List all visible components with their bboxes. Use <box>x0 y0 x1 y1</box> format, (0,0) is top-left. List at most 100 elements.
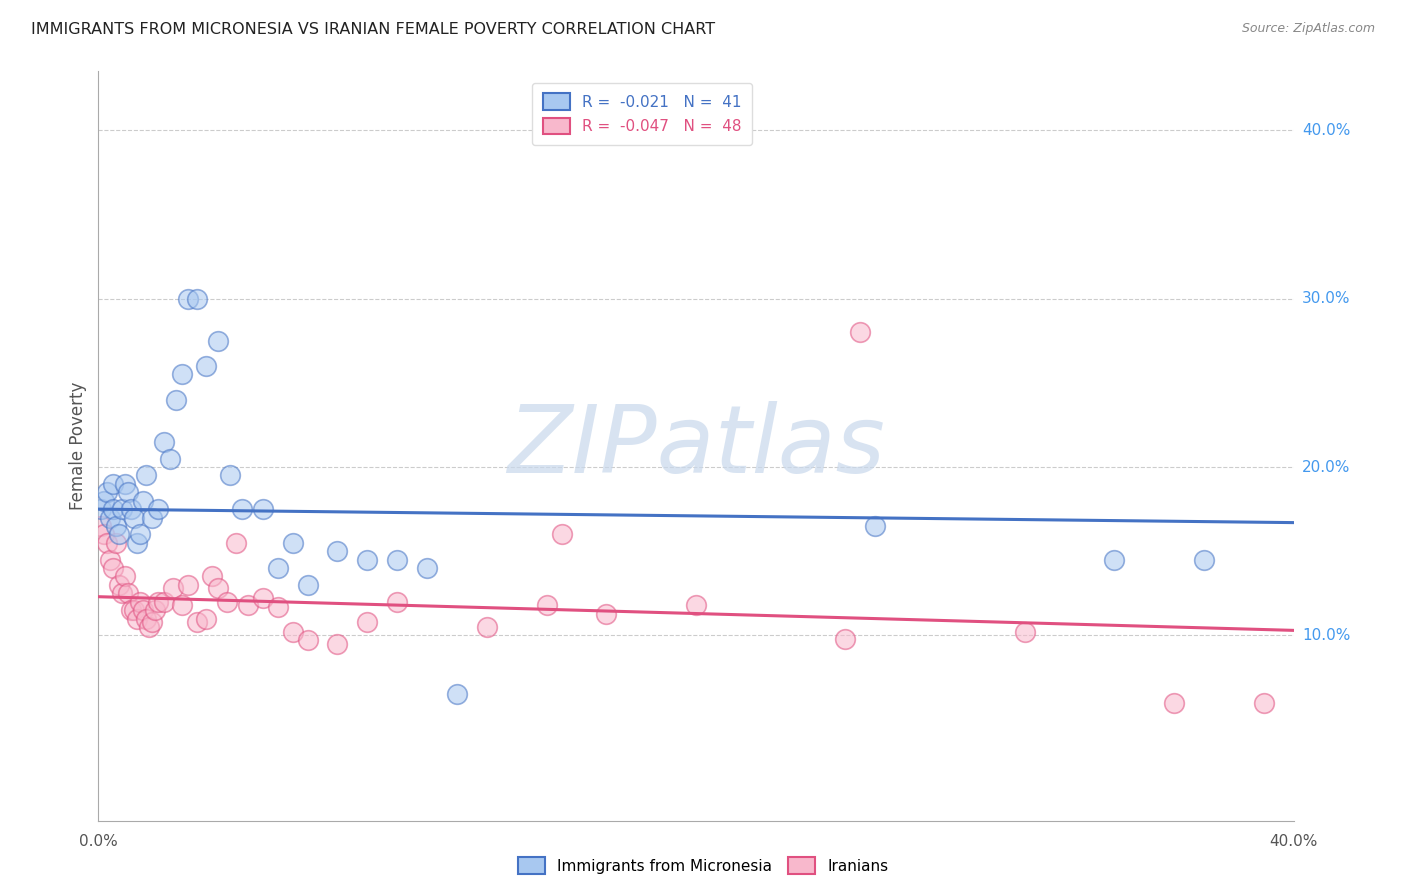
Point <box>195 359 218 373</box>
Point <box>103 502 125 516</box>
Point <box>108 527 131 541</box>
Point <box>105 519 128 533</box>
Text: 0.0%: 0.0% <box>79 834 118 849</box>
Point <box>114 476 136 491</box>
Point <box>153 434 176 449</box>
Point <box>177 292 200 306</box>
Point <box>114 569 136 583</box>
Point <box>685 598 707 612</box>
Point <box>138 620 160 634</box>
Point <box>446 687 468 701</box>
Point <box>141 615 163 629</box>
Point <box>326 544 349 558</box>
Point <box>207 582 229 596</box>
Text: 40.0%: 40.0% <box>1270 834 1317 849</box>
Point <box>416 561 439 575</box>
Point <box>141 510 163 524</box>
Point <box>281 536 304 550</box>
Point <box>117 485 139 500</box>
Point <box>595 607 617 621</box>
Y-axis label: Female Poverty: Female Poverty <box>69 382 87 510</box>
Point <box>385 595 409 609</box>
Point <box>865 519 887 533</box>
Point <box>135 611 157 625</box>
Point <box>252 591 274 606</box>
Point <box>297 578 319 592</box>
Point <box>90 502 112 516</box>
Point <box>129 527 152 541</box>
Point <box>124 603 146 617</box>
Point <box>120 502 142 516</box>
Point <box>219 468 242 483</box>
Point <box>207 334 229 348</box>
Point <box>177 578 200 592</box>
Point <box>1253 696 1275 710</box>
Point <box>236 598 259 612</box>
Point <box>96 536 118 550</box>
Point <box>159 451 181 466</box>
Point <box>225 536 247 550</box>
Point <box>127 611 149 625</box>
Point <box>1192 552 1215 566</box>
Point <box>124 510 146 524</box>
Point <box>105 536 128 550</box>
Point <box>111 586 134 600</box>
Point <box>385 552 409 566</box>
Point <box>281 625 304 640</box>
Legend: Immigrants from Micronesia, Iranians: Immigrants from Micronesia, Iranians <box>512 851 894 880</box>
Point <box>98 510 122 524</box>
Point <box>1163 696 1185 710</box>
Point <box>536 598 558 612</box>
Point <box>117 586 139 600</box>
Point <box>103 476 125 491</box>
Point <box>132 493 155 508</box>
Text: 20.0%: 20.0% <box>1302 459 1350 475</box>
Point <box>129 595 152 609</box>
Point <box>143 603 166 617</box>
Point <box>356 552 378 566</box>
Point <box>186 615 208 629</box>
Point <box>120 603 142 617</box>
Point <box>108 578 131 592</box>
Point <box>132 603 155 617</box>
Point <box>93 493 115 508</box>
Point <box>252 502 274 516</box>
Point <box>162 582 184 596</box>
Point <box>148 595 170 609</box>
Point <box>267 599 290 614</box>
Text: 30.0%: 30.0% <box>1302 291 1350 306</box>
Point <box>98 552 122 566</box>
Point <box>186 292 208 306</box>
Point <box>148 502 170 516</box>
Point <box>849 326 872 340</box>
Legend: R =  -0.021   N =  41, R =  -0.047   N =  48: R = -0.021 N = 41, R = -0.047 N = 48 <box>531 83 752 145</box>
Point <box>201 569 224 583</box>
Point <box>215 595 238 609</box>
Point <box>356 615 378 629</box>
Text: Source: ZipAtlas.com: Source: ZipAtlas.com <box>1241 22 1375 36</box>
Point <box>93 527 115 541</box>
Point <box>165 392 187 407</box>
Point <box>111 502 134 516</box>
Point <box>172 368 194 382</box>
Text: 10.0%: 10.0% <box>1302 628 1350 643</box>
Text: 40.0%: 40.0% <box>1302 123 1350 137</box>
Point <box>267 561 290 575</box>
Text: IMMIGRANTS FROM MICRONESIA VS IRANIAN FEMALE POVERTY CORRELATION CHART: IMMIGRANTS FROM MICRONESIA VS IRANIAN FE… <box>31 22 716 37</box>
Point <box>195 611 218 625</box>
Point <box>834 632 856 646</box>
Point <box>153 595 176 609</box>
Point <box>103 561 125 575</box>
Text: ZIPatlas: ZIPatlas <box>508 401 884 491</box>
Point <box>326 637 349 651</box>
Point <box>1014 625 1036 640</box>
Point <box>475 620 498 634</box>
Point <box>90 519 112 533</box>
Point <box>297 633 319 648</box>
Point <box>550 527 572 541</box>
Point <box>172 598 194 612</box>
Point <box>135 468 157 483</box>
Point <box>96 485 118 500</box>
Point <box>231 502 253 516</box>
Point <box>1104 552 1126 566</box>
